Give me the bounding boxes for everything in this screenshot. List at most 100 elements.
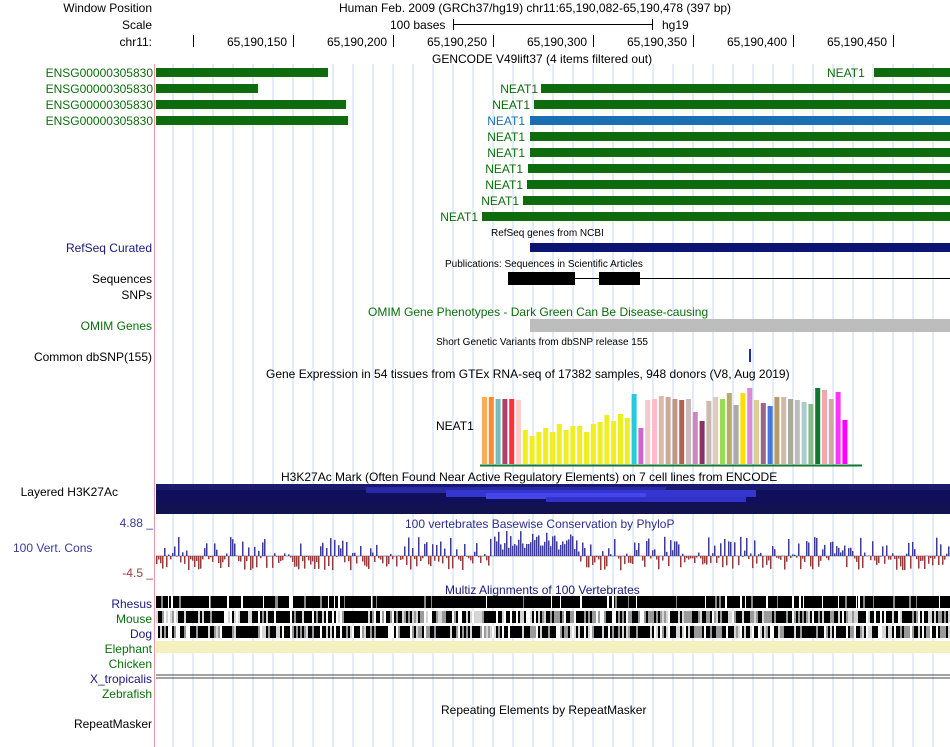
- multiz-dog-cell: [942, 626, 944, 638]
- ensg-transcript-bar[interactable]: [156, 116, 348, 125]
- multiz-dog-cell: [682, 626, 684, 638]
- neat1-transcript-bar[interactable]: [523, 196, 950, 205]
- multiz-mouse-cell: [312, 611, 314, 623]
- multiz-dog-cell: [270, 626, 272, 638]
- multiz-mouse-cell: [852, 611, 854, 623]
- multiz-rhesus-gap: [893, 596, 895, 608]
- publications-sequences-label[interactable]: Sequences: [91, 272, 152, 286]
- multiz-species-x-tropicalis[interactable]: X_tropicalis: [89, 672, 152, 686]
- omim-track-label[interactable]: OMIM Genes: [80, 319, 152, 333]
- multiz-dog-cell: [860, 626, 862, 638]
- multiz-dog-cell: [452, 626, 454, 638]
- multiz-dog-cell: [640, 626, 642, 638]
- ensg-transcript-bar[interactable]: [156, 100, 346, 109]
- multiz-rhesus-gap: [291, 596, 293, 608]
- neat1-transcript-label[interactable]: NEAT1: [492, 98, 530, 112]
- neat1-transcript-label[interactable]: NEAT1: [485, 162, 523, 176]
- ruler-tick-label: 65,190,250: [427, 35, 488, 49]
- phylop-score-bar: [204, 548, 206, 556]
- multiz-mouse-cell: [404, 611, 406, 623]
- multiz-dog-cell: [890, 626, 892, 638]
- h3k27ac-layer: [156, 505, 950, 514]
- ensg-transcript-bar[interactable]: [156, 68, 328, 77]
- h3k27ac-signal-layer[interactable]: [156, 484, 950, 514]
- multiz-mouse-cell: [358, 611, 360, 623]
- neat1-transcript-bar[interactable]: [534, 100, 950, 109]
- neat1-transcript-bar[interactable]: [541, 84, 950, 93]
- multiz-mouse-cell: [430, 611, 432, 623]
- neat1-transcript-label[interactable]: NEAT1: [487, 130, 525, 144]
- neat1-transcript-bar[interactable]: [530, 148, 950, 157]
- neat1-transcript-bar[interactable]: [530, 132, 950, 141]
- publications-snps-label[interactable]: SNPs: [121, 288, 152, 302]
- ensg-gene-label[interactable]: ENSG00000305830: [45, 82, 153, 96]
- gtex-expression-chart[interactable]: [480, 382, 862, 468]
- ensg-gene-label[interactable]: ENSG00000305830: [45, 66, 153, 80]
- neat1-transcript-label[interactable]: NEAT1: [481, 194, 519, 208]
- multiz-dog-cell: [746, 626, 748, 638]
- scale-bar-left-cap: [453, 19, 454, 30]
- h3k27ac-track-label[interactable]: Layered H3K27Ac: [20, 485, 118, 499]
- neat1-transcript-bar[interactable]: [528, 164, 950, 173]
- multiz-mouse-cell: [242, 611, 244, 623]
- multiz-dog-cell: [450, 626, 452, 638]
- snp-marker[interactable]: [749, 349, 751, 362]
- multiz-mouse-cell: [378, 611, 380, 623]
- phylop-track-label[interactable]: 100 Vert. Cons: [13, 541, 93, 555]
- neat1-transcript-bar-selected[interactable]: [530, 116, 950, 125]
- refseq-track-label[interactable]: RefSeq Curated: [65, 241, 152, 255]
- phylop-score-bar: [490, 538, 492, 556]
- neat1-transcript-label[interactable]: NEAT1: [440, 210, 478, 224]
- phylop-score-bar: [790, 556, 792, 559]
- multiz-species-dog[interactable]: Dog: [129, 627, 152, 641]
- multiz-dog-cell: [184, 626, 186, 638]
- publication-alignment-line: [508, 278, 950, 279]
- multiz-dog-cell: [848, 626, 850, 638]
- ensg-gene-label[interactable]: ENSG00000305830: [45, 98, 153, 112]
- multiz-species-chicken[interactable]: Chicken: [108, 657, 152, 671]
- multiz-mouse-cell: [178, 611, 180, 623]
- refseq-transcript-bar[interactable]: [530, 243, 950, 252]
- gtex-gene-label[interactable]: NEAT1: [436, 419, 474, 433]
- multiz-dog-cell: [642, 626, 644, 638]
- phylop-score-bar: [506, 531, 508, 556]
- repeatmasker-track-label[interactable]: RepeatMasker: [73, 717, 152, 731]
- phylop-score-bar: [190, 556, 192, 560]
- multiz-mouse-cell: [676, 611, 678, 623]
- omim-gene-bar[interactable]: [530, 319, 950, 332]
- phylop-score-bar: [308, 556, 310, 561]
- publication-alignment-block[interactable]: [508, 272, 575, 285]
- dbsnp-track-label[interactable]: Common dbSNP(155): [33, 350, 152, 364]
- multiz-alignment-blocks[interactable]: [156, 596, 950, 686]
- phylop-score-bar: [584, 547, 586, 556]
- multiz-mouse-cell: [794, 611, 796, 623]
- neat1-transcript-label[interactable]: NEAT1: [485, 178, 523, 192]
- multiz-species-mouse[interactable]: Mouse: [115, 612, 152, 626]
- neat1-transcript-label[interactable]: NEAT1: [500, 82, 538, 96]
- neat1-transcript-bar[interactable]: [482, 212, 950, 221]
- ensg-gene-label[interactable]: ENSG00000305830: [45, 114, 153, 128]
- multiz-dog-cell: [446, 626, 448, 638]
- neat1-transcript-label-selected[interactable]: NEAT1: [487, 114, 525, 128]
- phylop-score-bar: [650, 556, 652, 559]
- multiz-species-elephant[interactable]: Elephant: [104, 642, 152, 656]
- multiz-species-rhesus[interactable]: Rhesus: [111, 597, 152, 611]
- multiz-dog-cell: [260, 626, 262, 638]
- multiz-mouse-cell: [508, 611, 510, 623]
- neat1-transcript-label[interactable]: NEAT1: [487, 146, 525, 160]
- publication-alignment-block[interactable]: [599, 272, 640, 285]
- multiz-mouse-cell: [210, 611, 212, 623]
- neat1-transcript-bar[interactable]: [874, 68, 950, 77]
- phylop-score-bar: [282, 556, 284, 561]
- neat1-transcript-label[interactable]: NEAT1: [827, 66, 865, 80]
- multiz-mouse-cell: [880, 611, 882, 623]
- neat1-transcript-bar[interactable]: [527, 180, 950, 189]
- phylop-score-bar: [442, 556, 444, 564]
- phylop-conservation-plot[interactable]: [156, 526, 950, 582]
- multiz-dog-cell: [166, 626, 168, 638]
- multiz-species-zebrafish[interactable]: Zebrafish: [101, 687, 152, 701]
- multiz-mouse-cell: [802, 611, 804, 623]
- ensg-transcript-bar[interactable]: [156, 84, 258, 93]
- multiz-mouse-cell: [902, 611, 904, 623]
- multiz-rhesus-gap: [486, 596, 487, 608]
